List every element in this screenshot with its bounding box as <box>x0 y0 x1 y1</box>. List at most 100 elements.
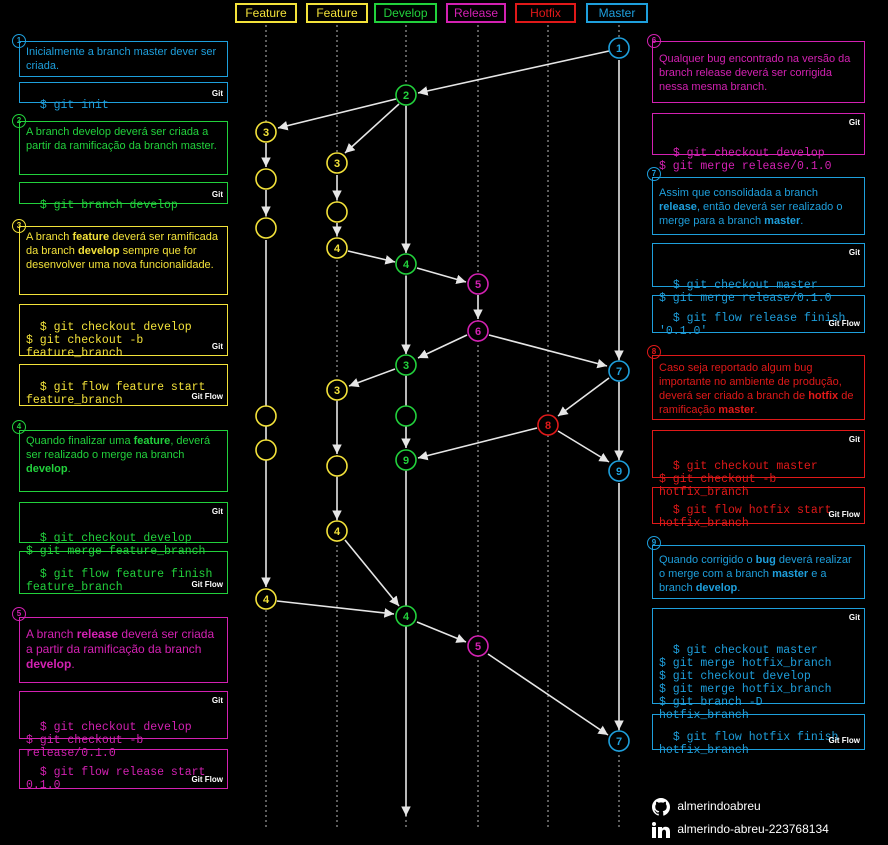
node-label: 3 <box>334 158 340 170</box>
header-feature-2: Feature <box>306 3 368 23</box>
node-feature-commit-2 <box>255 217 277 239</box>
node-label: 3 <box>334 385 340 397</box>
step-2-git-command: $ git branch develop Git <box>19 182 228 212</box>
step-7-git-command: Git $ git checkout master $ git merge re… <box>652 243 865 305</box>
step-5-gitflow-command: $ git flow release start 0.1.0 Git Flow <box>19 749 228 792</box>
text: . <box>71 657 75 671</box>
node-label: 2 <box>403 90 409 102</box>
text: . <box>737 582 741 594</box>
github-link[interactable]: almerindoabreu <box>652 798 761 816</box>
node-release-5 <box>467 273 489 295</box>
header-develop: Develop <box>374 3 437 23</box>
github-username: almerindoabreu <box>677 799 761 814</box>
text: A branch <box>26 627 77 641</box>
node-release-6 <box>467 320 489 342</box>
step-5-git-command: Git $ git checkout develop $ git checkou… <box>19 691 228 760</box>
git-tag: Git <box>211 190 223 199</box>
linkedin-icon <box>652 822 670 838</box>
node-develop-4 <box>395 253 417 275</box>
node-master-7 <box>608 360 630 382</box>
node-label: 3 <box>403 360 409 372</box>
step-5-flow-code: $ git flow release start 0.1.0 <box>26 766 213 792</box>
text: A branch <box>26 231 73 243</box>
github-icon <box>652 798 671 816</box>
git-tag: Git <box>211 89 223 98</box>
node-feature-commit-4 <box>255 439 277 461</box>
node-develop-2 <box>395 84 417 106</box>
step-8-flow-code: $ git flow hotfix start hotfix_branch <box>659 504 839 530</box>
step-7-badge: 7 <box>647 167 661 181</box>
node-feature2-3b <box>326 379 348 401</box>
node-feature-commit-1 <box>255 168 277 190</box>
text-bold: master <box>772 568 809 580</box>
text-bold: develop <box>77 245 120 257</box>
header-hotfix: Hotfix <box>515 3 576 23</box>
text: deverá ser ramificada da branch <box>26 231 218 257</box>
node-label: 1 <box>616 43 622 55</box>
node-label: 6 <box>475 326 481 338</box>
git-tag: Git <box>848 435 860 444</box>
step-9-badge: 9 <box>647 536 661 550</box>
text: . <box>754 404 758 416</box>
step-6-git-command: Git $ git checkout develop $ git merge r… <box>652 113 865 173</box>
text: sempre que for desenvolver uma nova func… <box>26 245 214 271</box>
git-tag: Git <box>848 248 860 257</box>
text: Quando corrigido o <box>659 554 756 566</box>
step-9-description: Quando corrigido o bug deverá realizar o… <box>652 545 865 599</box>
step-3-code: $ git checkout develop $ git checkout -b… <box>26 321 192 360</box>
text-bold: master <box>764 215 801 227</box>
node-develop-4b <box>395 605 417 627</box>
text: Caso seja reportado algum bug importante… <box>659 362 842 402</box>
step-6-code: $ git checkout develop $ git merge relea… <box>659 147 832 173</box>
step-1-git-command: $ git init Git <box>19 82 228 112</box>
step-2-description: A branch develop deverá ser criada a par… <box>19 121 228 175</box>
header-feature-1: Feature <box>235 3 297 23</box>
gitflow-tag: Git Flow <box>191 775 223 784</box>
step-8-description: Caso seja reportado algum bug importante… <box>652 355 865 420</box>
node-develop-3 <box>395 354 417 376</box>
git-tag: Git <box>211 507 223 516</box>
nodes <box>255 37 630 752</box>
step-2-code: $ git branch develop <box>39 199 178 212</box>
text-bold: feature <box>72 231 110 243</box>
node-label: 7 <box>616 736 622 748</box>
git-tag: Git <box>848 118 860 127</box>
step-5-code: $ git checkout develop $ git checkout -b… <box>26 721 192 760</box>
step-8-gitflow-command: $ git flow hotfix start hotfix_branch Gi… <box>652 487 865 530</box>
text: deverá realizar o merge com a branch <box>659 554 852 580</box>
gitflow-tag: Git Flow <box>828 319 860 328</box>
node-label: 9 <box>616 466 622 478</box>
node-feature-3 <box>255 121 277 143</box>
text: Assim que consolidada a branch <box>659 187 818 199</box>
text-bold: develop <box>26 657 72 671</box>
node-label: 5 <box>475 279 481 291</box>
git-tag: Git <box>211 696 223 705</box>
node-release-5b <box>467 635 489 657</box>
step-4-description: Quando finalizar uma feature, deverá ser… <box>19 430 228 492</box>
node-labels: 1 2 3 3 4 4 5 6 3 7 3 8 9 9 4 4 4 5 7 <box>263 43 622 748</box>
text-bold: release <box>76 627 119 641</box>
gitflow-tag: Git Flow <box>191 580 223 589</box>
gitflow-tag: Git Flow <box>191 392 223 401</box>
step-4-flow-code: $ git flow feature finish feature_branch <box>26 568 220 594</box>
step-9-code: $ git checkout master $ git merge hotfix… <box>659 644 832 722</box>
text: deverá ser criada a partir da ramificaçã… <box>26 627 215 656</box>
node-develop-commit <box>395 405 417 427</box>
step-8-code: $ git checkout master $ git checkout -b … <box>659 460 818 499</box>
text-bold: master <box>718 404 755 416</box>
linkedin-link[interactable]: almerindo-abreu-223768134 <box>652 822 829 838</box>
text-bold: hotfix <box>808 390 839 402</box>
text-bold: develop <box>695 582 738 594</box>
step-3-git-command: $ git checkout develop $ git checkout -b… <box>19 304 228 360</box>
node-feature2-commit-2 <box>326 455 348 477</box>
step-3-description: A branch feature deverá ser ramificada d… <box>19 226 228 295</box>
node-feature-commit-3 <box>255 405 277 427</box>
node-label: 5 <box>475 641 481 653</box>
step-5-description: A branch release deverá ser criada a par… <box>19 617 228 683</box>
step-4-gitflow-command: $ git flow feature finish feature_branch… <box>19 551 228 594</box>
linkedin-username: almerindo-abreu-223768134 <box>677 822 829 837</box>
node-feature2-commit-1 <box>326 201 348 223</box>
text-bold: bug <box>755 554 776 566</box>
node-master-9 <box>608 460 630 482</box>
step-8-git-command: Git $ git checkout master $ git checkout… <box>652 430 865 499</box>
